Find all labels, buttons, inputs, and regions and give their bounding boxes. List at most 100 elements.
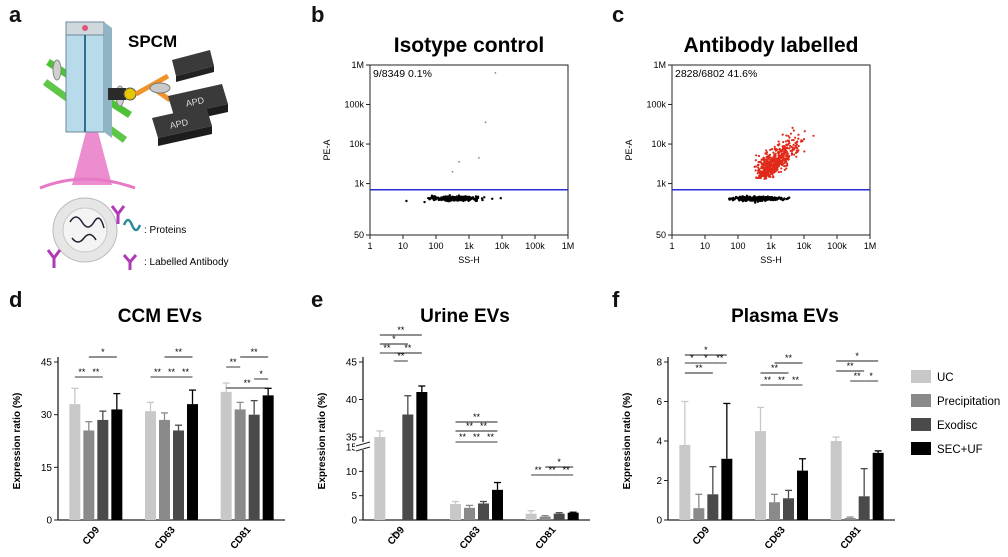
y-tick-label: 50 xyxy=(354,230,364,240)
bar-sec-uf xyxy=(416,392,428,520)
bar-precipitation xyxy=(83,430,95,520)
significance-label: ** xyxy=(251,347,259,357)
significance-label: ** xyxy=(175,347,183,357)
event-point xyxy=(728,198,731,201)
isotype-control-plot: Isotype control 1M 100k 10k 1k 501 10 100 1k 10k 1… xyxy=(322,34,574,265)
event-point xyxy=(738,198,741,201)
gated-event-point xyxy=(781,148,784,151)
y-tick-label: 5 xyxy=(351,491,357,502)
gated-event-point xyxy=(792,143,795,146)
event-point xyxy=(456,197,460,200)
event-point xyxy=(429,197,432,200)
gated-event-point xyxy=(780,150,783,153)
event-point xyxy=(785,197,788,201)
gated-event-point xyxy=(778,158,781,162)
gated-event-point xyxy=(788,154,791,158)
event-point xyxy=(770,198,773,201)
event-point xyxy=(474,199,477,202)
plot-frame xyxy=(369,64,569,236)
gated-event-point xyxy=(770,164,774,167)
y-tick-label: 35 xyxy=(346,433,358,444)
bar-precipitation xyxy=(844,518,856,520)
category-label: CD63 xyxy=(153,525,178,552)
bar-uc xyxy=(145,411,156,520)
category-label: CD9 xyxy=(81,525,103,548)
gated-event-point xyxy=(758,176,761,180)
event-point xyxy=(743,196,747,199)
y-tick-label: 8 xyxy=(656,358,662,369)
event-point xyxy=(491,197,494,200)
gated-event-point xyxy=(761,163,764,166)
category-label: CD9 xyxy=(691,525,713,548)
protein-legend-icon xyxy=(122,218,142,232)
svg-text:APD: APD xyxy=(185,95,206,109)
gated-event-point xyxy=(776,143,779,147)
event-point xyxy=(778,197,781,200)
y-tick-label: 1M xyxy=(351,60,364,70)
gated-event-point xyxy=(776,165,779,168)
gated-event-point xyxy=(765,169,768,172)
gated-event-point xyxy=(780,167,783,170)
significance-label: ** xyxy=(154,367,162,377)
category-label: CD81 xyxy=(534,525,559,552)
axis-break-mask xyxy=(355,442,371,450)
bar-sec-uf xyxy=(262,395,274,520)
gated-event-point xyxy=(779,170,783,173)
x-tick-label: 10k xyxy=(797,241,812,251)
significance-label: * xyxy=(704,345,708,355)
event-point xyxy=(431,197,435,200)
gated-event-point xyxy=(765,158,768,161)
gated-event-point xyxy=(791,126,794,129)
bar-sec-uf xyxy=(872,452,884,520)
panel-letter-a: a xyxy=(9,2,22,27)
event-point xyxy=(447,197,451,200)
event-point xyxy=(766,197,770,201)
bar-exodisc xyxy=(553,513,565,520)
bar-exodisc xyxy=(478,503,489,520)
significance-label: ** xyxy=(466,421,474,431)
gated-event-point xyxy=(792,129,795,132)
plot-title: Antibody labelled xyxy=(683,34,858,57)
y-tick-label: 6 xyxy=(656,397,662,408)
gated-event-point xyxy=(771,167,774,170)
event-point xyxy=(427,196,430,200)
gated-event-point xyxy=(772,162,775,165)
x-tick-label: 1M xyxy=(864,241,877,251)
gated-event-point xyxy=(781,145,784,148)
x-axis-label: SS-H xyxy=(458,255,480,265)
gated-event-point xyxy=(794,136,797,139)
y-axis-label: Expression ratio (%) xyxy=(317,393,328,490)
significance-label: ** xyxy=(459,432,467,442)
gated-event-point xyxy=(793,147,796,150)
flow-cell-side xyxy=(104,22,112,138)
gated-event-point xyxy=(766,156,769,159)
axis-break-mark xyxy=(355,441,371,447)
bar-exodisc xyxy=(173,430,184,520)
gated-event-point xyxy=(783,168,786,172)
gated-event-point xyxy=(778,161,782,164)
bar-sec-uf xyxy=(111,409,123,520)
bar-sec-uf xyxy=(567,512,579,520)
event-point xyxy=(756,200,760,203)
significance-label: ** xyxy=(549,465,557,475)
antibody-labelled-plot: Antibody labelled 1M 100k 10k 1k 501 10 100 1k 10… xyxy=(624,34,877,265)
event-point xyxy=(458,160,460,163)
event-point xyxy=(449,198,452,202)
exosome-inner xyxy=(62,207,108,253)
event-point xyxy=(774,198,777,202)
y-axis-label: PE-A xyxy=(322,139,332,160)
significance-label: * xyxy=(690,353,694,363)
gated-event-point xyxy=(769,169,772,172)
spcm-title: SPCM xyxy=(128,32,177,51)
y-tick-label: 1k xyxy=(656,179,666,189)
x-tick-label: 1k xyxy=(464,241,474,251)
bar-uc xyxy=(755,431,766,520)
gated-event-point xyxy=(754,165,758,168)
y-tick-label: 10k xyxy=(349,139,364,149)
gate-annotation: 2828/6802 41.6% xyxy=(675,68,757,80)
bar-sec-uf xyxy=(797,470,808,520)
gated-event-point xyxy=(776,160,779,163)
